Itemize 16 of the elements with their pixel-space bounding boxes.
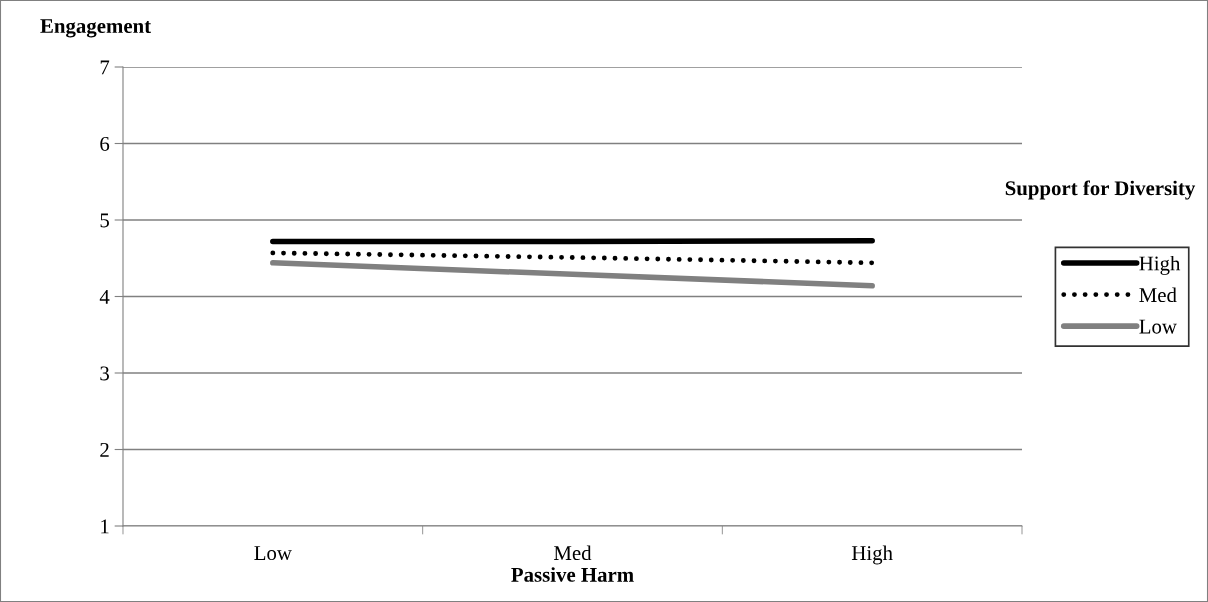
y-tick-label: 5 [100,213,109,228]
legend-label: Med [1139,287,1177,303]
x-axis-title: Passive Harm [511,567,634,582]
y-tick-label: 1 [101,519,109,534]
y-tick-label: 2 [100,442,109,457]
legend-title: Support for Diversity [1005,180,1196,200]
y-axis-title: Engagement [40,19,152,38]
y-tick-label: 6 [100,136,110,151]
x-tick-label: Low [254,546,292,561]
legend-label: High [1139,255,1181,275]
x-tick-label: High [851,545,893,565]
legend-label: Low [1139,319,1177,334]
y-tick-label: 4 [99,290,110,304]
y-tick-label: 7 [100,60,110,75]
x-tick-label: Med [554,545,592,561]
y-tick-label: 3 [100,366,109,381]
